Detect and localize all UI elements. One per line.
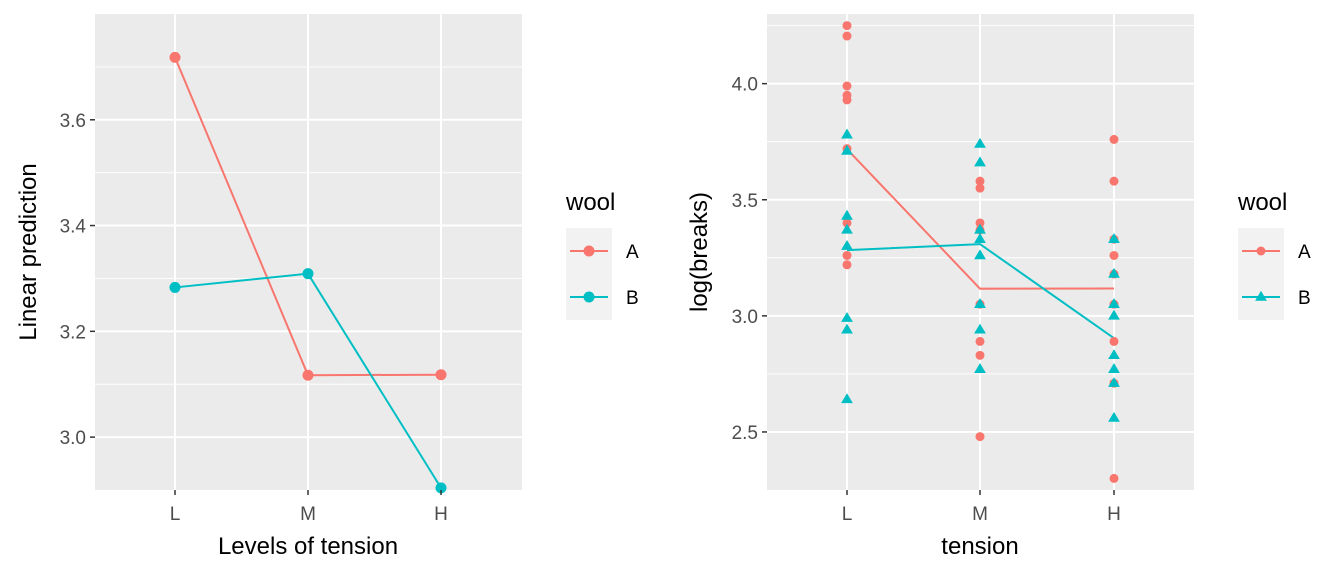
p2-series-B-point-M-1 [974,156,986,167]
p1-series-A-point-M [302,369,314,381]
p2-y-tick-label-3: 4.0 [732,75,758,96]
right-y-axis-title: log(breaks) [686,192,713,312]
right-legend-label-b: B [1298,288,1311,309]
p2-series-A-point-L-6 [842,218,852,228]
p2-series-A-point-M-0 [975,176,985,186]
p2-series-B-point-L-2 [841,209,853,220]
p1-y-tick-label-2: 3.4 [60,217,87,238]
p2-series-B-point-L-4 [841,239,853,250]
p1-series-B-point-M [302,268,314,280]
p2-series-B-point-H-2 [1108,298,1120,308]
left-legend-keys [570,245,608,303]
left-legend-title: wool [565,189,615,216]
p2-series-B-point-H-0 [1108,233,1120,243]
p2-series-B-line [846,243,1115,339]
p2-series-A-point-L-1 [842,31,852,41]
p2-x-tick-label-2: H [1107,504,1121,525]
p2-series-A-point-M-6 [975,350,985,360]
p2-series-A-point-L-8 [842,260,852,270]
p1-y-tick-label-0: 3.0 [60,428,86,449]
p2-series-A-point-H-3 [1109,250,1119,260]
p1-series-B-point-L [169,281,181,293]
p2-series-B-point-L-3 [841,223,853,234]
p2-series-B-point-L-5 [841,311,853,322]
p2-y-tick-label-1: 3.0 [732,307,758,328]
p1-series-A-point-H [435,369,447,381]
p2-series-B-point-M-4 [974,249,986,260]
right-plot: 2.5 3.0 3.5 4.0 L M H tension log(breaks) woo… [686,14,1311,560]
p2-series-B-point-M-0 [974,137,986,148]
p2-series-A-point-M-1 [975,183,985,193]
p1-series-A-point-L [169,51,181,63]
p1-x-tick-label-0: L [170,504,181,525]
p1-legend-key-marker-B [583,291,595,303]
p2-series-B-point-M-3 [974,233,986,243]
p2-series-B-point-L-7 [841,393,853,404]
left-y-ticks: 3.0 3.2 3.4 3.6 [60,111,95,449]
right-legend-keys [1242,246,1280,301]
p2-series-B-point-M-5 [974,298,986,308]
p2-legend-key-marker-B [1255,290,1267,301]
p2-series-A-point-L-0 [842,21,852,31]
p2-series-B-point-H-3 [1108,309,1120,320]
p1-x-tick-label-1: M [300,504,316,525]
p1-legend-key-marker-A [583,245,595,257]
p2-series-A-point-M-7 [975,432,985,442]
p1-x-tick-label-2: H [434,504,448,525]
p2-series-A-point-H-6 [1109,336,1119,346]
right-legend-label-a: A [1298,242,1311,263]
p2-x-tick-label-1: M [972,504,988,525]
right-series-lines [846,148,1115,339]
p2-series-B-point-L-6 [841,323,853,334]
left-legend-label-b: B [626,288,639,309]
p2-series-B-point-M-2 [974,223,986,234]
p2-series-B-point-H-5 [1108,363,1120,373]
right-y-ticks: 2.5 3.0 3.5 4.0 [732,75,767,444]
p2-series-A-point-M-5 [975,336,985,346]
p1-series-B-point-H [435,482,447,494]
right-series-points [841,21,1120,483]
p2-series-B-point-M-6 [974,323,986,334]
right-x-axis-title: tension [941,533,1018,560]
left-gridlines [95,14,522,490]
left-plot: 3.0 3.2 3.4 3.6 L M H Levels of tension Linea… [15,14,639,560]
p2-series-A-point-L-2 [842,81,852,91]
p2-series-B-point-H-7 [1108,411,1120,422]
left-x-axis-title: Levels of tension [218,533,398,560]
p2-series-B-point-H-1 [1108,267,1120,278]
p2-y-tick-label-0: 2.5 [732,423,758,444]
left-legend-label-a: A [626,242,639,263]
p2-series-B-point-M-7 [974,363,986,373]
right-legend: wool A B [1237,189,1311,320]
p2-x-tick-label-0: L [842,504,853,525]
left-y-axis-title: Linear prediction [15,163,42,340]
left-legend: wool A B [565,189,639,320]
p2-series-A-line [846,148,1115,290]
left-series-points [169,51,447,494]
p2-series-B-point-H-6 [1108,376,1120,387]
p2-series-B-point-L-0 [841,128,853,139]
p1-y-tick-label-1: 3.2 [60,322,86,343]
right-legend-title: wool [1237,189,1287,216]
p2-y-tick-label-2: 3.5 [732,191,758,212]
p2-series-A-point-L-4 [842,95,852,105]
p2-series-B-point-H-4 [1108,349,1120,360]
p2-legend-key-marker-A [1256,246,1266,256]
p2-series-B-point-L-1 [841,144,853,155]
p2-series-A-point-M-2 [975,218,985,228]
p2-series-A-point-H-1 [1109,176,1119,186]
right-legend-key-background [1238,228,1284,320]
p2-series-A-point-L-7 [842,250,852,260]
left-legend-key-background [566,228,612,320]
p2-series-A-point-H-8 [1109,473,1119,483]
p1-y-tick-label-3: 3.6 [60,111,86,132]
p2-series-A-point-H-0 [1109,134,1119,144]
